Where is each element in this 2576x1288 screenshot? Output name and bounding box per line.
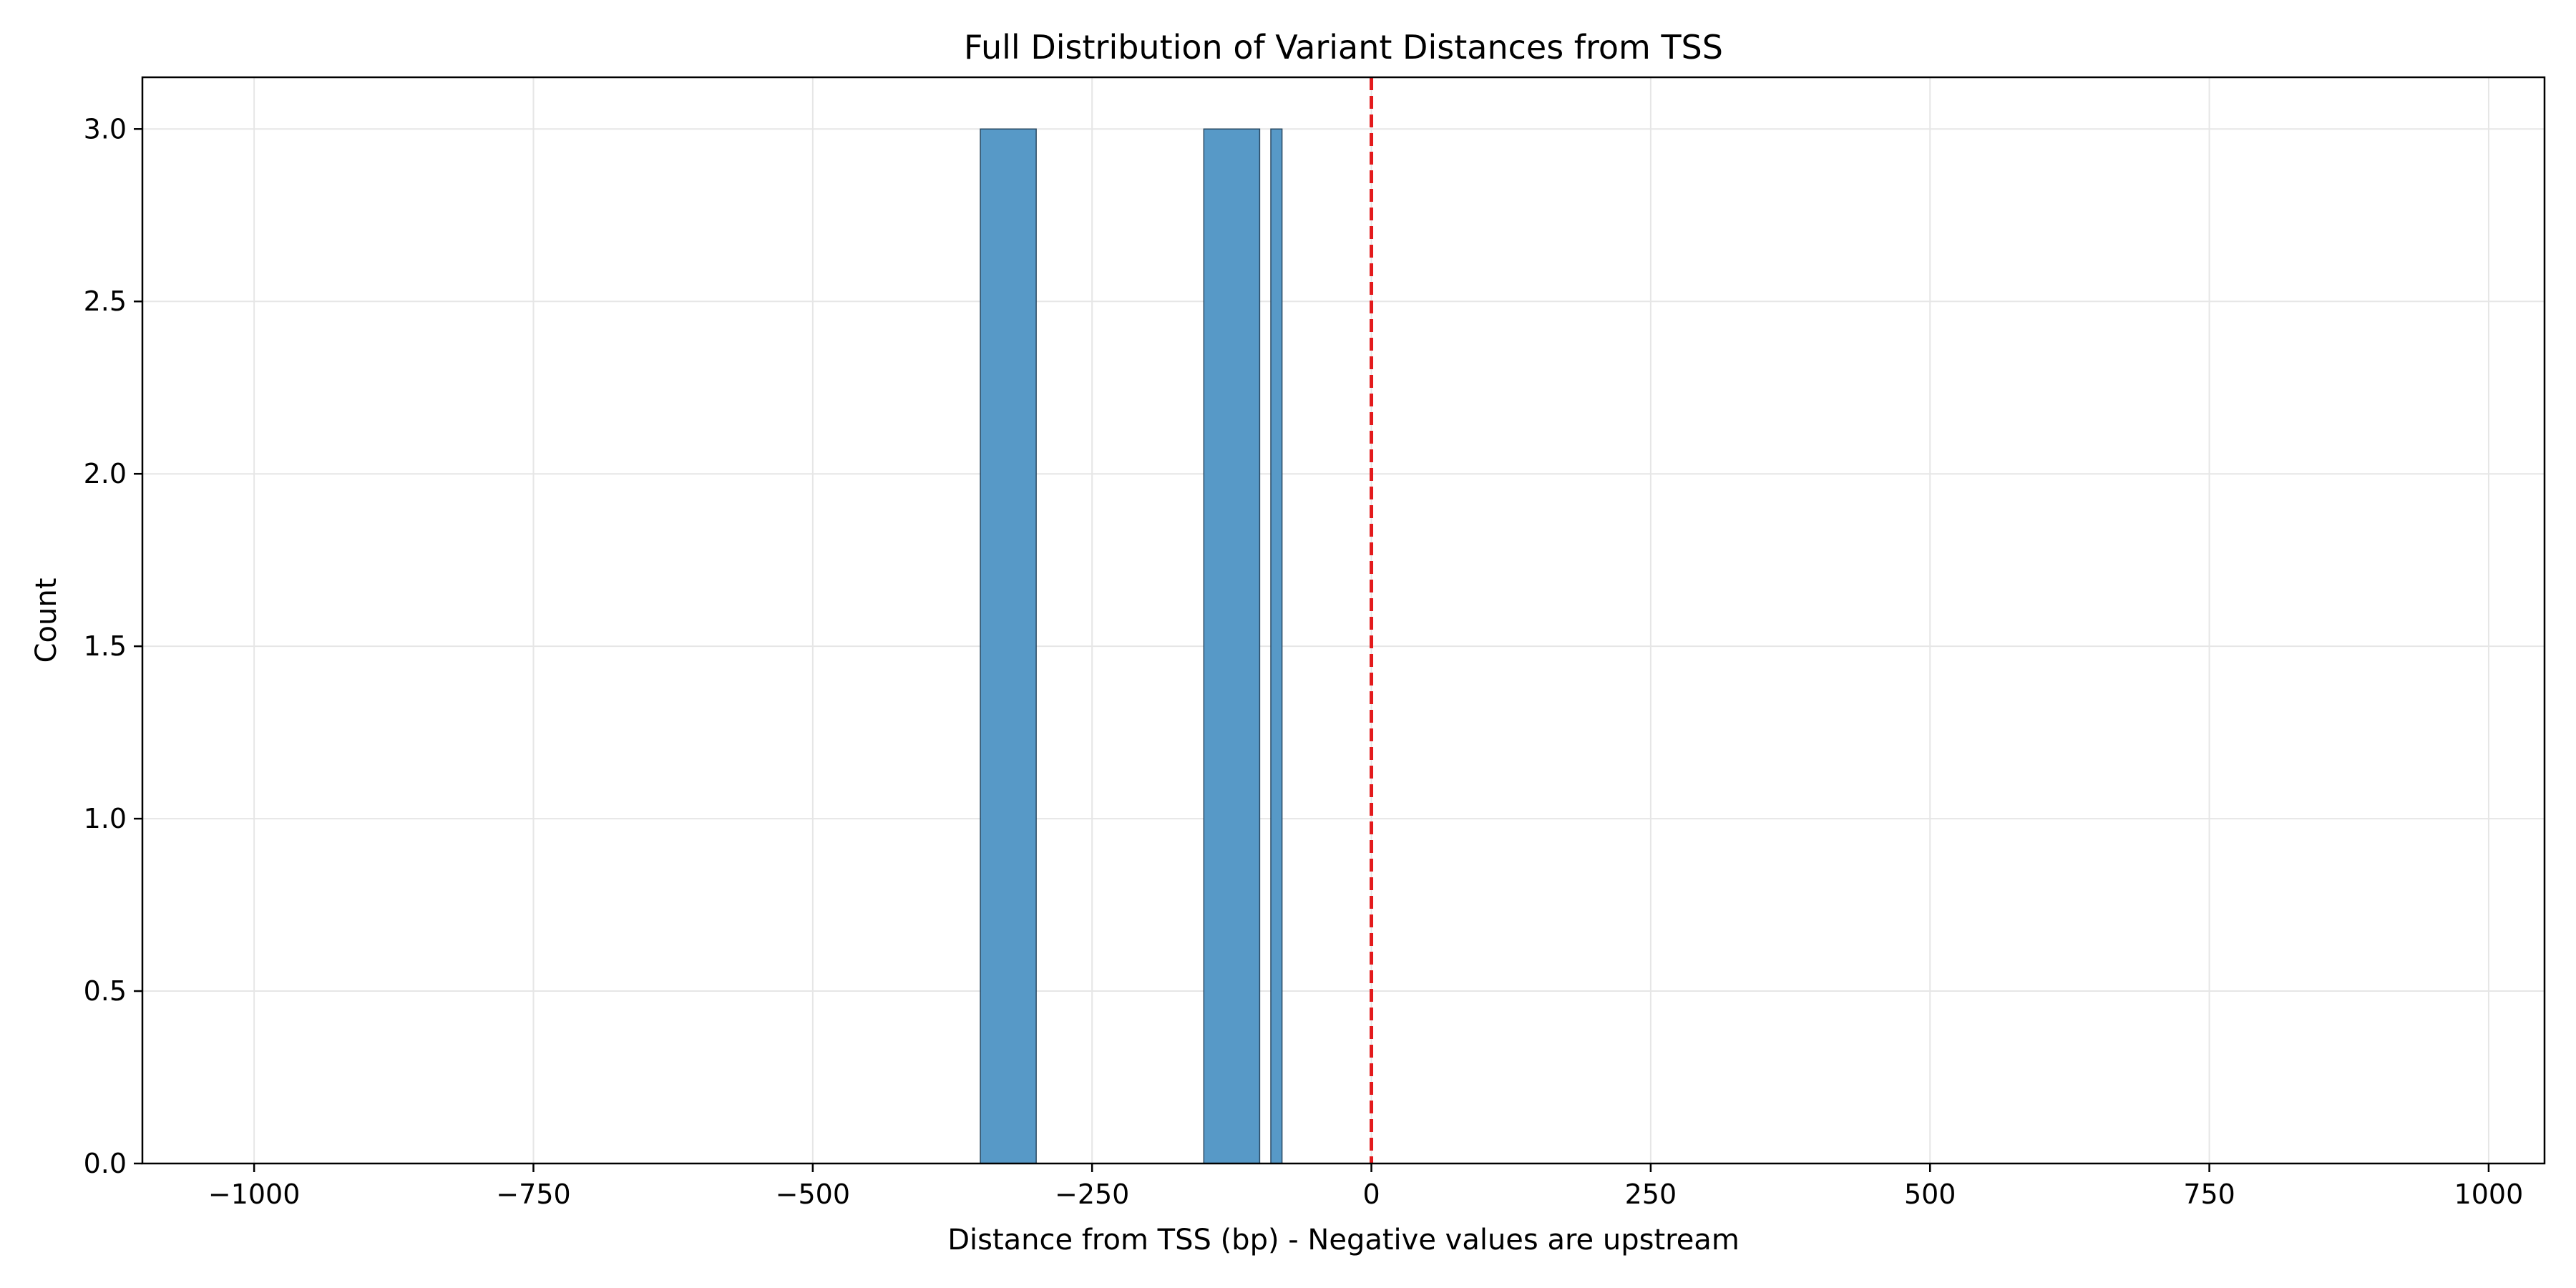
y-tick-label: 1.0 <box>84 803 127 834</box>
y-tick-label: 3.0 <box>84 113 127 145</box>
histogram-bar <box>980 128 1037 1164</box>
y-tick-label: 1.5 <box>84 630 127 662</box>
chart-title: Full Distribution of Variant Distances f… <box>964 28 1723 67</box>
y-tick-label: 0.5 <box>84 975 127 1007</box>
x-tick-label: 1000 <box>2454 1179 2524 1210</box>
x-tick-label: 0 <box>1362 1179 1380 1210</box>
y-axis-ticks: 0.0 0.5 1.0 1.5 2.0 2.5 3.0 <box>84 113 142 1179</box>
x-tick-label: 750 <box>2183 1179 2235 1210</box>
x-tick-label: 250 <box>1625 1179 1677 1210</box>
x-tick-label: −1000 <box>208 1179 301 1210</box>
y-tick-label: 0.0 <box>84 1148 127 1179</box>
plot-frame <box>141 76 2546 1165</box>
x-tick-label: −750 <box>496 1179 570 1210</box>
y-tick-label: 2.0 <box>84 458 127 489</box>
y-tick-label: 2.5 <box>84 286 127 317</box>
histogram-bar <box>1203 128 1261 1164</box>
x-axis-label: Distance from TSS (bp) - Negative values… <box>947 1224 1740 1257</box>
x-tick-label: −250 <box>1055 1179 1129 1210</box>
histogram-bar <box>1270 128 1283 1164</box>
x-axis-ticks: −1000 −750 −500 −250 0 250 500 750 1000 <box>208 1163 2523 1210</box>
y-axis-label: Count <box>30 578 63 663</box>
x-tick-label: −500 <box>776 1179 850 1210</box>
x-tick-label: 500 <box>1904 1179 1956 1210</box>
histogram-bars <box>980 128 1283 1164</box>
